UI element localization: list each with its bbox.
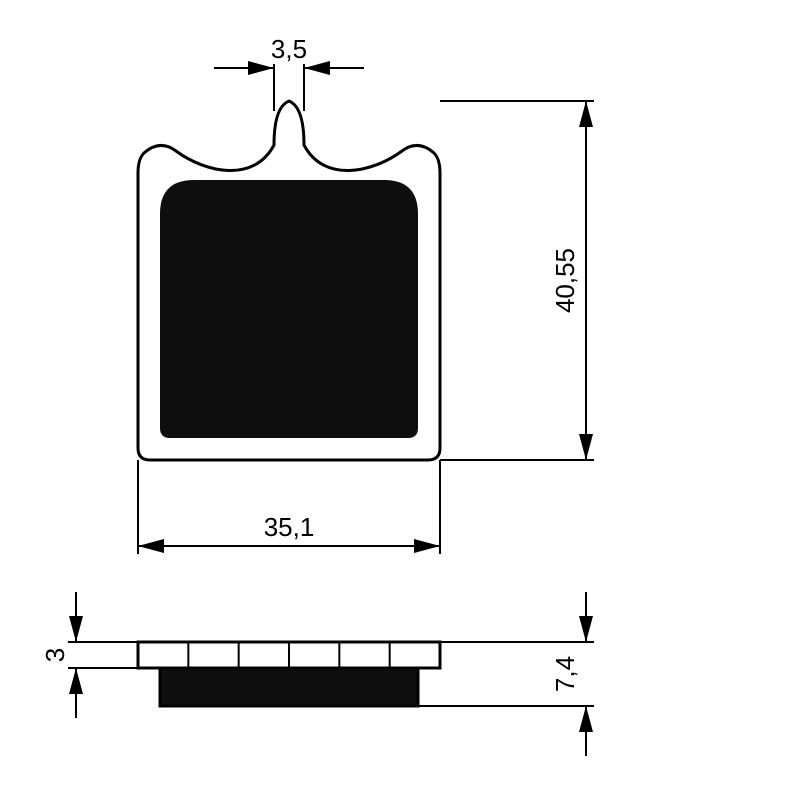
friction-pad	[160, 180, 418, 438]
technical-drawing: 3,5 40,55 35,1 3 7,4	[0, 0, 800, 800]
dim-label: 35,1	[264, 512, 315, 542]
dim-label: 3	[40, 648, 70, 662]
dim-label: 3,5	[271, 34, 307, 64]
side-friction-pad	[160, 668, 418, 706]
dim-label: 7,4	[550, 656, 580, 692]
dim-label: 40,55	[550, 248, 580, 313]
